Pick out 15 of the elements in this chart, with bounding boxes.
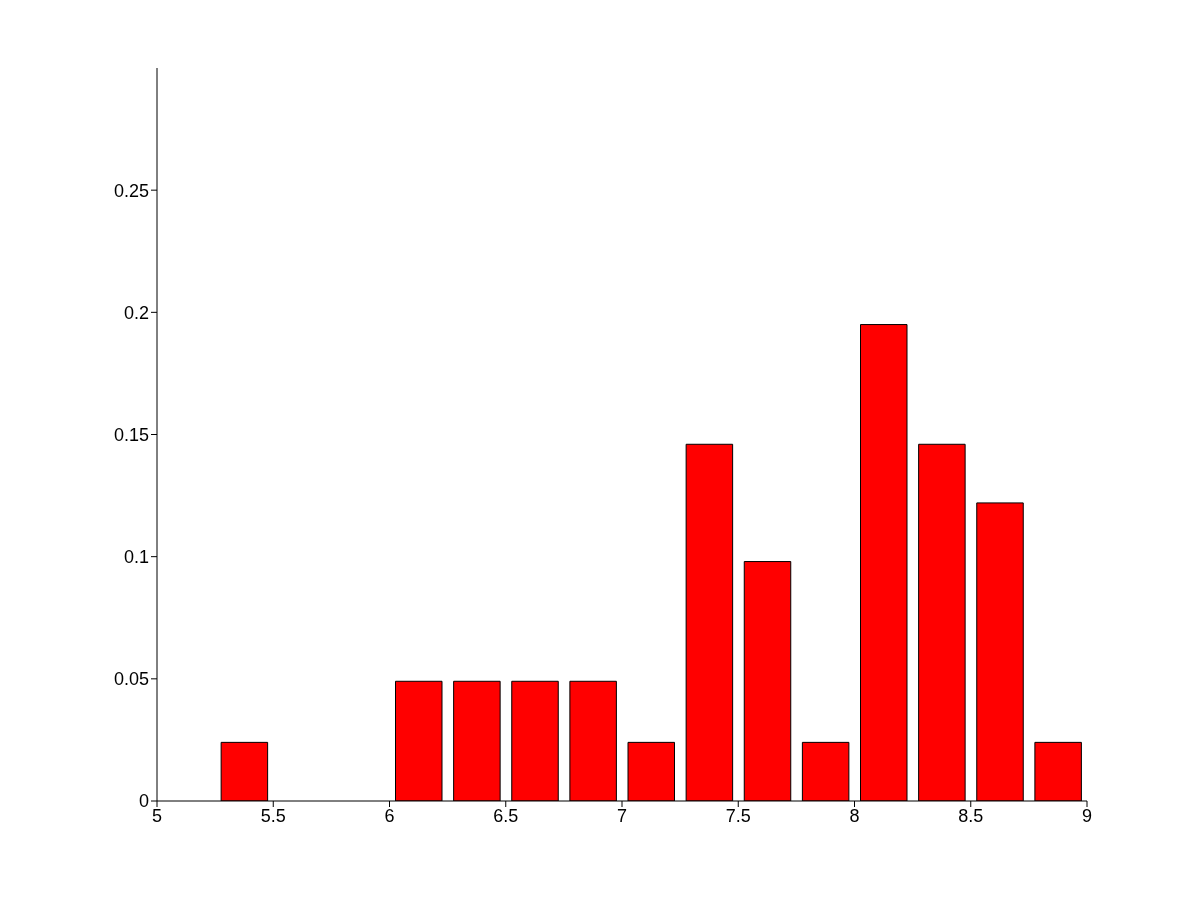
y-tick-label: 0.25 xyxy=(113,180,149,201)
x-tick-label: 7.5 xyxy=(725,805,751,826)
x-tick-label: 5.5 xyxy=(260,805,286,826)
y-tick-label: 0.2 xyxy=(123,302,149,323)
x-tick-label: 8 xyxy=(849,805,860,826)
x-tick-label: 5 xyxy=(151,805,163,826)
x-tick-label: 6.5 xyxy=(493,805,519,826)
x-tick-label: 6 xyxy=(384,805,395,826)
y-tick-label: 0.15 xyxy=(113,424,149,445)
x-tick-label: 8.5 xyxy=(958,805,984,826)
y-tick-label: 0.1 xyxy=(123,547,149,568)
x-tick-label: 9 xyxy=(1081,805,1093,826)
y-tick-label: 0.05 xyxy=(113,669,149,690)
x-tick-label: 7 xyxy=(616,805,628,826)
y-tick-label: 0 xyxy=(138,791,149,812)
